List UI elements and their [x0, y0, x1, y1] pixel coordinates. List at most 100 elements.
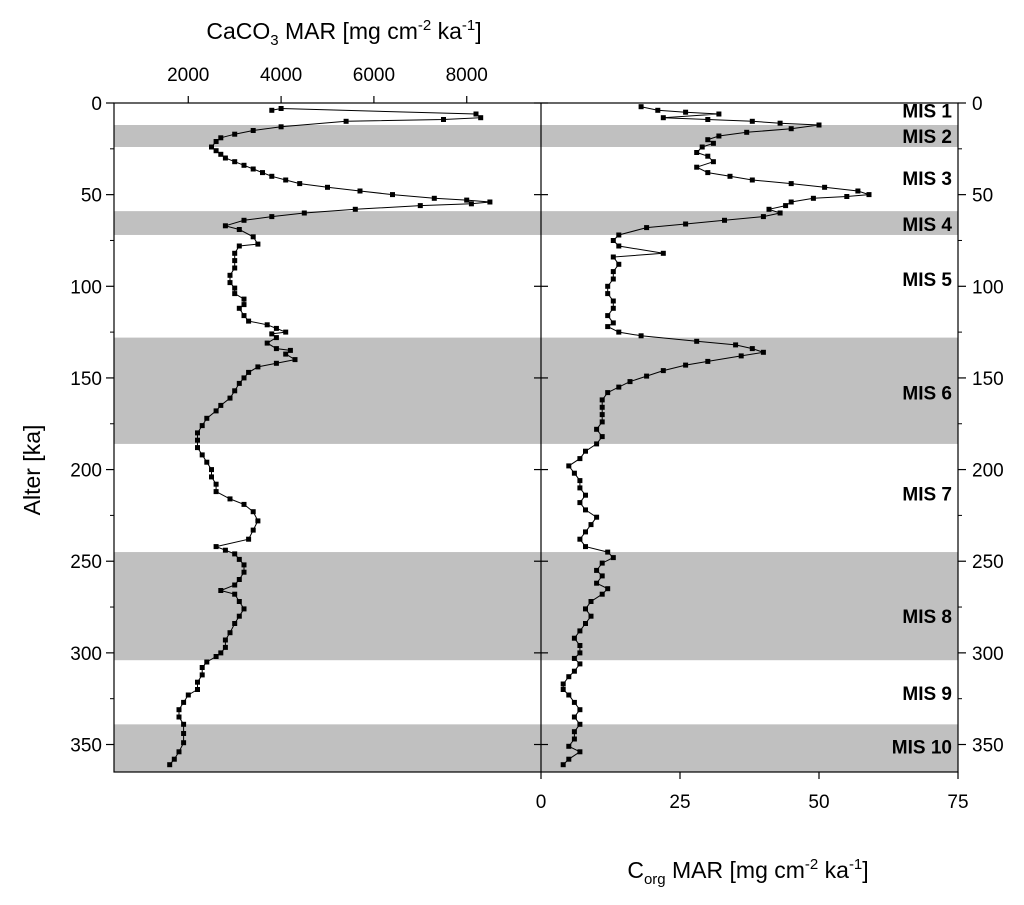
caco3-point-19	[269, 173, 275, 179]
caco3-point-8	[232, 131, 238, 137]
caco3-point-107	[199, 665, 205, 670]
caco3-point-105	[213, 654, 219, 659]
caco3-point-57	[273, 346, 279, 352]
caco3-point-88	[222, 547, 228, 553]
y-tick-label-left-6: 300	[70, 644, 102, 665]
caco3-point-79	[213, 481, 219, 487]
corg-point-103	[577, 661, 583, 667]
caco3-point-95	[218, 588, 224, 593]
corg-point-2	[683, 109, 689, 115]
mis-band-8	[114, 552, 958, 661]
mis-label-2: MIS 2	[902, 127, 952, 148]
caco3-point-91	[241, 562, 247, 568]
caco3-point-1	[278, 106, 284, 111]
corg-point-10	[744, 129, 750, 135]
caco3-point-60	[292, 357, 298, 363]
corg-point-19	[705, 170, 711, 176]
caco3-point-106	[204, 659, 210, 665]
caco3-point-26	[464, 197, 470, 203]
caco3-point-17	[250, 166, 256, 172]
corg-point-93	[599, 591, 605, 597]
corg-point-26	[844, 194, 850, 199]
caco3-point-66	[232, 388, 238, 394]
caco3-point-104	[218, 650, 224, 656]
corg-point-3	[716, 111, 722, 117]
corg-point-57	[738, 353, 744, 359]
top-tick-label-3: 8000	[446, 65, 488, 86]
caco3-point-21	[297, 181, 303, 187]
corg-point-25	[866, 192, 872, 198]
corg-point-75	[571, 470, 577, 476]
caco3-point-82	[241, 501, 247, 507]
corg-point-40	[610, 254, 616, 260]
corg-point-73	[577, 456, 583, 462]
corg-point-69	[594, 426, 600, 432]
corg-point-6	[749, 118, 755, 124]
corg-point-92	[605, 586, 611, 592]
corg-point-110	[577, 707, 583, 713]
corg-point-104	[571, 668, 577, 674]
caco3-point-68	[218, 402, 224, 408]
caco3-point-70	[204, 415, 210, 421]
caco3-point-13	[218, 151, 224, 157]
corg-point-55	[749, 346, 755, 352]
corg-point-95	[583, 606, 588, 612]
corg-point-0	[638, 104, 644, 110]
corg-point-46	[610, 298, 616, 304]
top-axis-title: CaCO3 MAR [mg cm-2 ka-1]	[206, 17, 481, 49]
corg-point-13	[710, 140, 716, 146]
corg-point-47	[610, 305, 616, 311]
caco3-point-115	[181, 721, 187, 727]
caco3-point-6	[278, 124, 284, 130]
caco3-point-43	[227, 280, 233, 286]
corg-point-87	[610, 555, 616, 561]
caco3-point-97	[236, 599, 242, 604]
corg-point-33	[722, 217, 727, 223]
caco3-point-30	[352, 206, 358, 212]
caco3-point-85	[250, 527, 256, 533]
caco3-point-61	[273, 360, 279, 366]
caco3-point-114	[176, 714, 182, 720]
caco3-point-78	[209, 474, 214, 480]
caco3-point-47	[241, 302, 247, 308]
top-tick-label-1: 4000	[260, 65, 302, 86]
caco3-point-103	[222, 644, 228, 650]
caco3-point-41	[232, 265, 238, 271]
caco3-point-93	[236, 577, 242, 582]
corg-point-117	[566, 756, 572, 762]
corg-point-102	[571, 655, 577, 661]
corg-point-70	[599, 434, 605, 440]
corg-point-68	[599, 419, 605, 425]
caco3-point-18	[260, 170, 265, 176]
corg-point-63	[616, 384, 622, 390]
corg-point-118	[560, 762, 566, 768]
caco3-point-77	[209, 467, 214, 473]
corg-point-62	[627, 379, 633, 385]
corg-point-67	[599, 412, 605, 418]
corg-point-79	[577, 500, 583, 506]
top-tick-label-0: 2000	[167, 65, 209, 86]
corg-point-53	[694, 338, 700, 344]
corg-point-1	[655, 107, 661, 113]
corg-point-45	[605, 291, 611, 297]
corg-point-85	[583, 544, 588, 550]
corg-point-115	[566, 743, 572, 749]
corg-point-108	[566, 692, 572, 698]
corg-point-38	[616, 243, 622, 249]
caco3-point-75	[199, 452, 205, 458]
y-tick-label-left-7: 350	[70, 736, 102, 757]
y-axis-title: Alter [ka]	[19, 425, 45, 516]
caco3-point-74	[195, 445, 200, 451]
caco3-point-51	[264, 322, 270, 328]
corg-point-48	[605, 313, 611, 319]
corg-point-44	[605, 283, 611, 289]
corg-point-106	[560, 681, 566, 687]
mis-label-4: MIS 4	[902, 215, 952, 236]
y-tick-label-right-6: 300	[972, 644, 1004, 665]
corg-point-98	[577, 628, 583, 634]
corg-point-113	[571, 729, 577, 735]
corg-point-88	[599, 560, 605, 566]
caco3-point-83	[250, 509, 256, 515]
caco3-point-84	[255, 518, 261, 524]
corg-point-11	[716, 133, 722, 139]
